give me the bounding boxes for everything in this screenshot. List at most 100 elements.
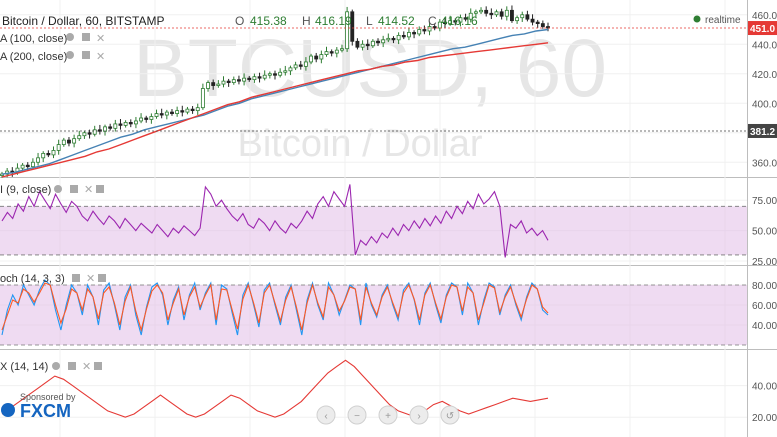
- candle-body: [216, 83, 221, 86]
- candle: [535, 19, 540, 28]
- candle: [334, 47, 339, 58]
- stoch-legend[interactable]: och (14, 3, 3): [0, 273, 65, 285]
- candle-body: [46, 152, 51, 156]
- candle-body: [309, 55, 313, 63]
- candle-body: [154, 113, 159, 117]
- candle-body: [386, 37, 391, 41]
- candle-body: [314, 55, 319, 60]
- chevron-right-icon: ›: [417, 411, 420, 422]
- candle-body: [200, 88, 205, 109]
- candle: [303, 57, 308, 71]
- candle-body: [118, 123, 123, 126]
- candle: [530, 14, 535, 26]
- watermark-symbol: BTCUSD, 60: [133, 23, 607, 114]
- price-pane[interactable]: [0, 5, 747, 178]
- ma100-legend[interactable]: A (100, close): [0, 33, 67, 45]
- adx-legend-controls[interactable]: ✕: [52, 361, 102, 373]
- candle: [443, 18, 447, 28]
- eye-icon[interactable]: [66, 51, 74, 59]
- candle-body: [206, 82, 210, 89]
- candle-body: [252, 76, 257, 81]
- close-icon[interactable]: ✕: [86, 273, 95, 285]
- candle-body: [381, 39, 386, 44]
- realtime-dot-icon: [693, 15, 701, 23]
- candle: [360, 40, 365, 51]
- candle: [92, 125, 97, 137]
- candle-body: [468, 12, 473, 20]
- candle-body: [370, 40, 375, 47]
- candle-body: [288, 67, 293, 72]
- candle-body: [458, 17, 463, 23]
- candle: [350, 9, 355, 46]
- candle-body: [113, 123, 118, 129]
- candle: [221, 76, 226, 88]
- candle-body: [283, 70, 288, 73]
- indicator-band: [0, 285, 747, 345]
- candle: [133, 116, 138, 129]
- candle-body: [319, 54, 324, 60]
- open-label: O: [235, 14, 244, 28]
- ma200-legend[interactable]: A (200, close): [0, 51, 67, 63]
- candle: [46, 150, 51, 158]
- candle-body: [41, 152, 46, 159]
- settings-icon[interactable]: [82, 51, 90, 59]
- more-icon[interactable]: [96, 185, 104, 193]
- candle: [226, 78, 231, 87]
- indicator-tick-label: 40.00: [752, 382, 777, 393]
- candle: [314, 52, 319, 63]
- candle: [113, 119, 118, 132]
- sponsor-logo[interactable]: Sponsored by FXCM: [1, 392, 76, 421]
- settings-icon[interactable]: [82, 33, 90, 41]
- reset-button[interactable]: [440, 405, 460, 425]
- rsi-legend[interactable]: I (9, close): [0, 184, 51, 196]
- candle-body: [510, 9, 514, 22]
- ma100-line: [1, 28, 549, 175]
- close-icon[interactable]: ✕: [96, 51, 105, 63]
- symbol-title[interactable]: Bitcoin / Dollar, 60, BITSTAMP: [2, 14, 165, 28]
- candle: [406, 27, 411, 41]
- zoom-in-button[interactable]: [378, 405, 398, 425]
- rsi-pane[interactable]: [1, 184, 549, 258]
- settings-icon[interactable]: [70, 185, 78, 193]
- candle-body: [128, 122, 133, 125]
- indicator-tick-label: 60.00: [752, 301, 777, 312]
- navigation-controls[interactable]: [316, 405, 460, 425]
- candle: [108, 123, 113, 131]
- legend-controls-row1[interactable]: ✕: [66, 33, 105, 45]
- candle: [473, 9, 478, 18]
- stoch-pane[interactable]: [1, 279, 549, 336]
- more-icon[interactable]: [94, 362, 102, 370]
- candle-body: [133, 120, 138, 125]
- more-icon[interactable]: [98, 274, 106, 282]
- candle: [540, 20, 545, 29]
- candle: [252, 73, 257, 83]
- rsi-legend-controls[interactable]: ✕: [54, 184, 104, 196]
- candle-body: [247, 77, 252, 81]
- scroll-left-button[interactable]: [316, 405, 336, 425]
- candle: [262, 70, 267, 81]
- realtime-label: realtime: [705, 15, 741, 26]
- legend-controls-row2[interactable]: ✕: [66, 51, 105, 63]
- candle: [381, 35, 386, 48]
- eye-icon[interactable]: [52, 362, 60, 370]
- eye-icon[interactable]: [54, 185, 62, 193]
- adx-legend[interactable]: X (14, 14): [0, 361, 48, 373]
- eye-icon[interactable]: [66, 33, 74, 41]
- candle-body: [298, 64, 303, 67]
- scroll-right-button[interactable]: [409, 405, 429, 425]
- close-icon[interactable]: ✕: [84, 184, 93, 196]
- stoch-legend-controls[interactable]: ✕: [72, 273, 106, 285]
- candle-body: [36, 157, 40, 163]
- zoom-out-button[interactable]: [347, 405, 367, 425]
- candle-body: [494, 11, 499, 16]
- settings-icon[interactable]: [68, 362, 76, 370]
- candle-body: [473, 11, 478, 14]
- close-icon[interactable]: ✕: [96, 33, 105, 45]
- candle-body: [396, 35, 401, 41]
- candle-body: [437, 21, 442, 29]
- settings-icon[interactable]: [72, 274, 80, 282]
- candle: [489, 8, 494, 20]
- candle: [211, 79, 216, 90]
- close-icon[interactable]: ✕: [82, 361, 91, 373]
